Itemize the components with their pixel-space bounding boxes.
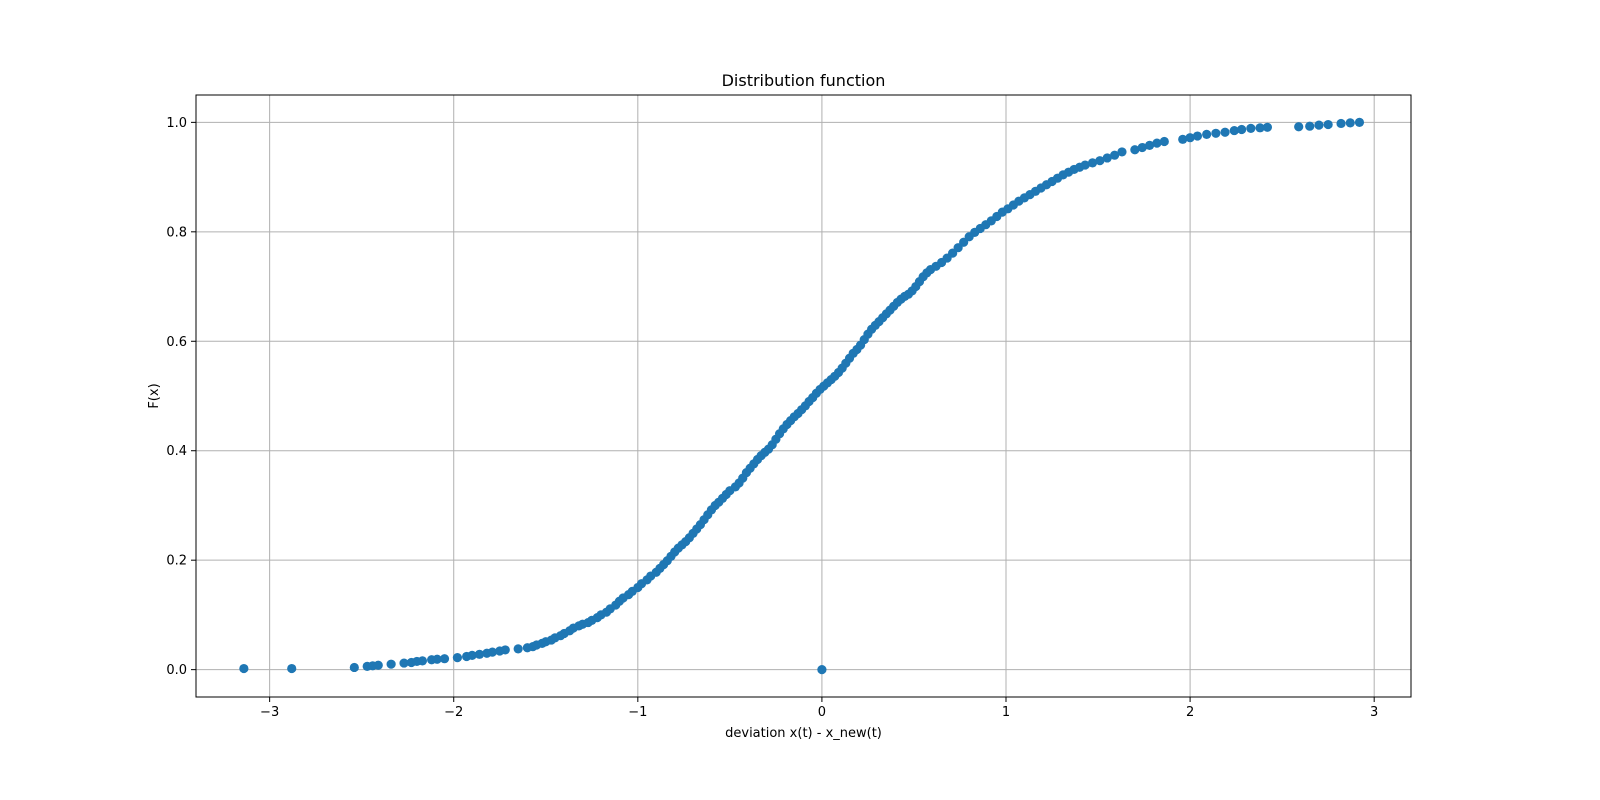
y-axis-label: F(x)	[147, 383, 162, 408]
scatter-points	[239, 117, 1365, 675]
data-point	[1095, 156, 1105, 166]
data-point	[1110, 150, 1120, 160]
data-point	[417, 656, 428, 666]
data-point	[1102, 153, 1112, 163]
chart-title: Distribution function	[722, 71, 886, 90]
data-point	[1130, 145, 1140, 155]
x-tick-label: 2	[1186, 705, 1194, 720]
data-point	[513, 644, 523, 654]
data-point	[1192, 131, 1203, 141]
data-point	[1336, 118, 1346, 129]
data-point	[399, 658, 409, 668]
data-point	[1314, 120, 1324, 130]
y-tick-label: 0.6	[166, 335, 187, 350]
y-tick-label: 0.8	[166, 225, 187, 240]
data-point	[386, 659, 396, 669]
y-tick-label: 1.0	[166, 116, 187, 131]
x-tick-label: 0	[818, 705, 826, 720]
data-point	[1294, 122, 1304, 132]
x-tick-label: 1	[1002, 705, 1010, 720]
data-point	[1345, 118, 1355, 128]
data-point	[1229, 125, 1239, 136]
x-tick-label: −3	[260, 705, 279, 720]
data-point	[1144, 140, 1155, 150]
grid-lines	[196, 95, 1411, 697]
data-point	[817, 665, 827, 675]
data-point	[467, 650, 477, 661]
data-point	[1220, 127, 1230, 137]
x-axis-label: deviation x(t) - x_new(t)	[725, 726, 882, 741]
data-point	[349, 662, 359, 673]
data-point	[1087, 158, 1098, 168]
x-axis-ticks: −3 −2 −1 0 1 2 3	[260, 697, 1378, 720]
data-point	[373, 660, 383, 670]
y-axis-ticks: 0.0 0.2 0.4 0.6 0.8 1.0	[166, 116, 196, 678]
data-point	[487, 647, 497, 657]
y-tick-label: 0.2	[166, 554, 187, 569]
data-point	[1178, 134, 1188, 144]
data-point	[1305, 121, 1315, 131]
data-point	[1159, 136, 1169, 147]
data-point	[1185, 133, 1195, 143]
x-tick-label: −1	[628, 705, 647, 720]
data-point	[1323, 119, 1333, 130]
x-tick-label: 3	[1370, 705, 1378, 720]
data-point	[1137, 142, 1147, 153]
data-point	[1262, 122, 1273, 132]
data-point	[1354, 117, 1365, 127]
data-point	[1237, 124, 1247, 135]
plot-frame	[195, 94, 1412, 698]
y-tick-label: 0.4	[166, 444, 187, 459]
data-point	[452, 652, 463, 663]
data-point	[432, 654, 442, 664]
data-point	[1202, 129, 1212, 140]
data-point	[1080, 160, 1090, 170]
x-tick-label: −2	[444, 705, 463, 720]
data-point	[1117, 147, 1127, 157]
data-point	[287, 663, 297, 674]
data-point	[239, 663, 249, 674]
data-point	[1152, 138, 1162, 148]
data-point	[1246, 123, 1256, 133]
y-tick-label: 0.0	[166, 663, 187, 678]
data-point	[1255, 123, 1265, 133]
data-point	[474, 649, 485, 659]
data-point	[439, 654, 450, 664]
data-point	[500, 645, 510, 655]
data-point	[1211, 128, 1221, 138]
